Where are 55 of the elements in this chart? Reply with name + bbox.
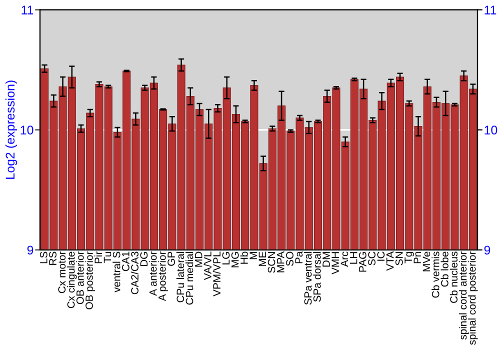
x-tick-label: MD xyxy=(195,252,202,267)
y2-tick-label: 10 xyxy=(484,126,498,134)
y-tick-label: 11 xyxy=(22,6,34,14)
x-tick-label: SPa dorsal xyxy=(313,252,321,302)
x-tick-label: PAG xyxy=(358,252,366,272)
x-tick-label: spinal cord anterior xyxy=(458,251,469,340)
x-tick-label: Arc xyxy=(340,252,348,267)
x-tick-label: SN xyxy=(395,252,403,266)
x-tick-label: MVe xyxy=(422,252,430,272)
x-tick-label: M xyxy=(250,252,257,260)
x-tick-label: CPu lateral xyxy=(176,252,184,302)
x-tick-label: Hb xyxy=(240,252,248,264)
x-tick-label: SO xyxy=(286,252,294,266)
x-tick-label: MPA xyxy=(277,251,284,272)
y2-tick-label: 11 xyxy=(484,6,496,14)
x-tick-label: A anterior xyxy=(149,251,157,296)
x-tick-label: DG xyxy=(140,252,148,266)
x-tick-label: LS xyxy=(40,252,48,264)
x-tick-label: ventral S xyxy=(112,252,120,292)
x-tick-label: IC xyxy=(377,252,385,261)
x-tick-label: Tg xyxy=(404,252,414,264)
x-tick-label: VMH xyxy=(332,252,339,274)
x-tick-label: Cb vermis xyxy=(432,252,440,298)
x-tick-label: MG xyxy=(231,252,239,268)
x-tick-label: CA2/CA3 xyxy=(130,252,138,294)
x-tick-label: spinal cord posterior xyxy=(468,251,478,345)
x-tick-label: VPM/VPL xyxy=(212,252,221,296)
x-tick-label: RS xyxy=(49,252,56,265)
x-tick-label: SCN xyxy=(268,252,276,273)
x-tick-label: Pn xyxy=(414,252,421,264)
x-tick-label: Cx motor xyxy=(58,251,66,294)
x-tick-label: OB posterior xyxy=(85,251,95,310)
x-tick-label: A posterior xyxy=(158,251,168,302)
x-tick-label: ME xyxy=(258,252,266,266)
x-tick-label: SC xyxy=(368,252,376,266)
x-tick-label: CPu medial xyxy=(186,252,194,305)
x-tick-label: Pa xyxy=(295,251,303,264)
x-tick-label: Cx cingulate xyxy=(67,252,77,308)
x-tick-label: VTA xyxy=(386,251,394,271)
y-tick-label: 9 xyxy=(27,246,34,255)
x-tick-label: OB anterior xyxy=(76,251,84,304)
x-tick-label: CA1 xyxy=(122,252,130,272)
x-tick-label: VA/VL xyxy=(204,252,212,280)
x-tick-label: SPa ventral xyxy=(304,252,312,305)
x-tick-label: Pir xyxy=(94,251,102,264)
x-tick-label: LH xyxy=(350,252,358,264)
x-tick-label: DM xyxy=(322,252,330,267)
x-tick-label: LG xyxy=(222,252,230,264)
x-tick-label: GP xyxy=(168,252,175,266)
y-tick-label: 10 xyxy=(20,126,34,134)
x-tick-label: Cb nucleus xyxy=(450,252,458,303)
x-tick-label: Cb lobe xyxy=(440,252,448,287)
y2-tick-label: 9 xyxy=(484,246,490,255)
x-tick-label: Tu xyxy=(104,252,112,263)
y-axis-title: Log2 (expression) xyxy=(5,80,18,179)
